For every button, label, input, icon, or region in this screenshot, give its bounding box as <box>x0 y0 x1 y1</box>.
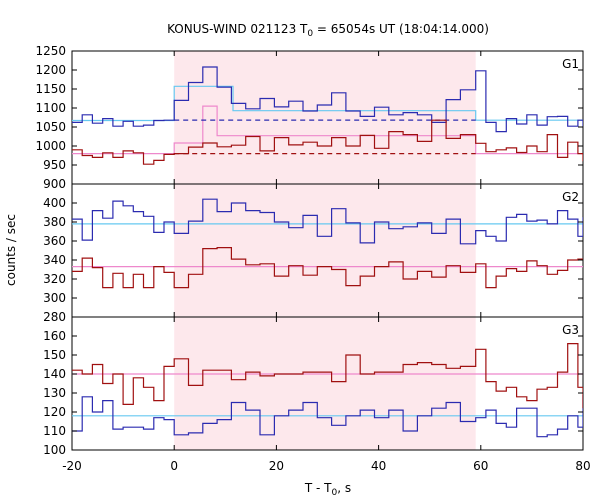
y-tick-label-g2: 400 <box>43 196 66 210</box>
x-axis-label-suffix: , s <box>337 481 351 495</box>
burst-interval-band <box>174 51 476 450</box>
y-axis-label: counts / sec <box>4 214 18 286</box>
series-blue-g3 <box>72 394 583 438</box>
y-tick-label-g1: 950 <box>43 158 66 172</box>
panel-frame-g3 <box>71 316 584 451</box>
x-tick-label: 80 <box>575 459 590 473</box>
y-tick-label-g1: 1200 <box>35 63 66 77</box>
x-tick-label: 0 <box>170 459 178 473</box>
x-tick-label: 20 <box>269 459 284 473</box>
y-tick-label-g1: 1150 <box>35 82 66 96</box>
series-red-g3 <box>72 343 583 409</box>
series-red-g2 <box>72 247 583 289</box>
x-tick-label: 40 <box>371 459 386 473</box>
chart-title-rest: = 65054s UT (18:04:14.000) <box>313 22 489 36</box>
y-tick-label-g2: 280 <box>43 310 66 324</box>
ticks-group: G1900950100010501100115012001250G2280300… <box>35 44 590 473</box>
y-tick-label-g3: 110 <box>43 424 66 438</box>
y-tick-label-g2: 340 <box>43 253 66 267</box>
x-axis-label: T - T0, s <box>304 481 351 498</box>
panel-label-g2: G2 <box>562 190 579 204</box>
x-tick-label: -20 <box>62 459 82 473</box>
y-tick-label-g3: 140 <box>43 367 66 381</box>
chart-title-subscript: 0 <box>307 29 313 39</box>
panel-series-g2 <box>72 198 583 289</box>
panel-label-g3: G3 <box>562 323 579 337</box>
y-tick-label-g2: 320 <box>43 272 66 286</box>
burst-interval-band-group <box>174 51 476 450</box>
series-group <box>72 66 583 438</box>
y-tick-label-g1: 900 <box>43 177 66 191</box>
series-blue-g2 <box>72 198 583 245</box>
y-tick-label-g3: 100 <box>43 443 66 457</box>
panel-label-g1: G1 <box>562 57 579 71</box>
x-axis-label-subscript: 0 <box>332 488 338 498</box>
y-tick-label-g2: 300 <box>43 291 66 305</box>
y-tick-label-g2: 360 <box>43 234 66 248</box>
y-tick-label-g3: 130 <box>43 386 66 400</box>
chart-title: KONUS-WIND 021123 T0 = 65054s UT (18:04:… <box>167 22 489 39</box>
y-tick-label-g3: 150 <box>43 348 66 362</box>
fit-line-pink-g1 <box>72 105 583 155</box>
panel-frames <box>71 50 584 451</box>
y-tick-label-g3: 120 <box>43 405 66 419</box>
x-tick-label: 60 <box>473 459 488 473</box>
panel-series-g1 <box>72 66 583 165</box>
y-tick-label-g1: 1250 <box>35 44 66 58</box>
series-red-g1 <box>72 119 583 165</box>
y-tick-label-g1: 1000 <box>35 139 66 153</box>
y-tick-label-g2: 380 <box>43 215 66 229</box>
y-tick-label-g1: 1050 <box>35 120 66 134</box>
y-tick-label-g3: 160 <box>43 329 66 343</box>
panel-series-g3 <box>72 343 583 438</box>
series-blue-g1 <box>72 66 583 133</box>
y-tick-label-g1: 1100 <box>35 101 66 115</box>
